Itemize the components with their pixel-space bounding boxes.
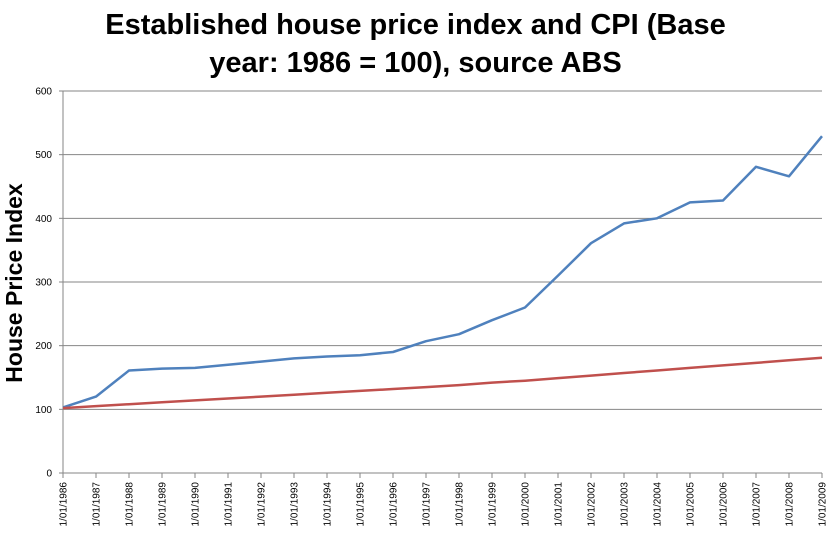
x-tick-label: 1/01/2002 bbox=[587, 482, 598, 527]
y-tick-label: 600 bbox=[35, 87, 52, 98]
x-tick-label: 1/01/1994 bbox=[323, 482, 334, 527]
x-tick-label: 1/01/2009 bbox=[818, 482, 829, 527]
x-tick-label: 1/01/1999 bbox=[488, 482, 499, 527]
x-tick-labels: 1/01/1986 1/01/1987 1/01/1988 1/01/1989 1/01… bbox=[59, 482, 829, 527]
x-tick-label: 1/01/2005 bbox=[686, 482, 697, 527]
x-tick-label: 1/01/2003 bbox=[620, 482, 631, 527]
axes bbox=[59, 90, 823, 478]
x-tick-label: 1/01/2007 bbox=[752, 482, 763, 527]
y-tick-label: 200 bbox=[35, 341, 52, 352]
series-line-2 bbox=[62, 356, 823, 410]
y-tick-label: 0 bbox=[46, 469, 52, 480]
chart-title-line-1: Established house price index and CPI (B… bbox=[105, 9, 726, 41]
x-tick-label: 1/01/2006 bbox=[719, 482, 730, 527]
series-lines bbox=[62, 135, 823, 410]
x-tick-label: 1/01/2001 bbox=[554, 482, 565, 527]
x-tick-label: 1/01/2008 bbox=[785, 482, 796, 527]
x-tick-label: 1/01/1992 bbox=[257, 482, 268, 527]
gridlines bbox=[63, 90, 822, 410]
x-tick-label: 1/01/1991 bbox=[224, 482, 235, 527]
x-tick-label: 1/01/1986 bbox=[59, 482, 70, 527]
x-tick-label: 1/01/1987 bbox=[92, 482, 103, 527]
x-tick-label: 1/01/1989 bbox=[158, 482, 169, 527]
x-tick-label: 1/01/1996 bbox=[389, 482, 400, 527]
y-tick-label: 300 bbox=[35, 278, 52, 289]
y-tick-label: 500 bbox=[35, 150, 52, 161]
chart-title: Established house price index and CPI (B… bbox=[0, 6, 831, 82]
x-tick-label: 1/01/1997 bbox=[422, 482, 433, 527]
x-tick-label: 1/01/2004 bbox=[653, 482, 664, 527]
x-tick-label: 1/01/1998 bbox=[455, 482, 466, 527]
x-tick-label: 1/01/1990 bbox=[191, 482, 202, 527]
x-tick-label: 1/01/1993 bbox=[290, 482, 301, 527]
x-tick-label: 1/01/1988 bbox=[125, 482, 136, 527]
y-tick-label: 400 bbox=[35, 214, 52, 225]
chart-title-line-2: year: 1986 = 100), source ABS bbox=[209, 47, 622, 79]
y-axis-label: House Price Index bbox=[1, 183, 27, 383]
x-tick-label: 1/01/1995 bbox=[356, 482, 367, 527]
series-line-1 bbox=[62, 135, 823, 409]
y-tick-labels: 0 100 200 300 400 500 600 bbox=[35, 87, 52, 480]
x-tick-label: 1/01/2000 bbox=[521, 482, 532, 527]
y-tick-label: 100 bbox=[35, 405, 52, 416]
